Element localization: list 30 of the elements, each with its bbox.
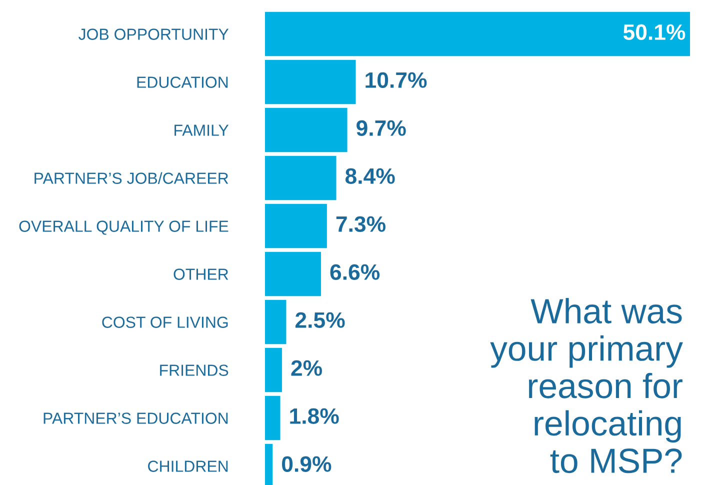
data-label: 2% [291, 360, 322, 376]
y-tick-label: OTHER [174, 268, 228, 280]
data-label: 7.3% [336, 216, 386, 232]
y-tick-label: PARTNER’S EDUCATION [44, 412, 228, 424]
y-tick-label: FAMILY [174, 124, 229, 136]
y-tick-label: PARTNER’S JOB/CAREER [34, 172, 228, 184]
data-label: 1.8% [290, 408, 339, 424]
y-tick-label: OVERALL QUALITY OF LIFE [19, 220, 228, 235]
bar [265, 12, 690, 56]
data-label: 8.4% [345, 168, 395, 184]
bar [265, 396, 280, 440]
y-tick-label: CHILDREN [148, 460, 228, 472]
data-label: 6.6% [330, 264, 380, 280]
data-label: 2.5% [295, 312, 345, 328]
data-label: 0.9% [282, 456, 332, 472]
data-label: 10.7% [366, 72, 427, 88]
data-label: 9.7% [356, 120, 406, 136]
text: What was your primary reason for relocating to MSP? [490, 298, 683, 474]
bar [265, 60, 356, 104]
y-tick-label: FRIENDS [160, 364, 228, 376]
bar [265, 108, 348, 152]
bar [265, 348, 282, 392]
data-label: 50.1% [623, 24, 686, 40]
y-tick-label: JOB OPPORTUNITY [78, 28, 229, 40]
y-tick-label: EDUCATION [137, 76, 228, 88]
bar [265, 300, 286, 344]
bar [265, 204, 327, 248]
bar [265, 252, 321, 296]
bar [265, 156, 336, 200]
y-tick-label: COST OF LIVING [102, 316, 228, 328]
